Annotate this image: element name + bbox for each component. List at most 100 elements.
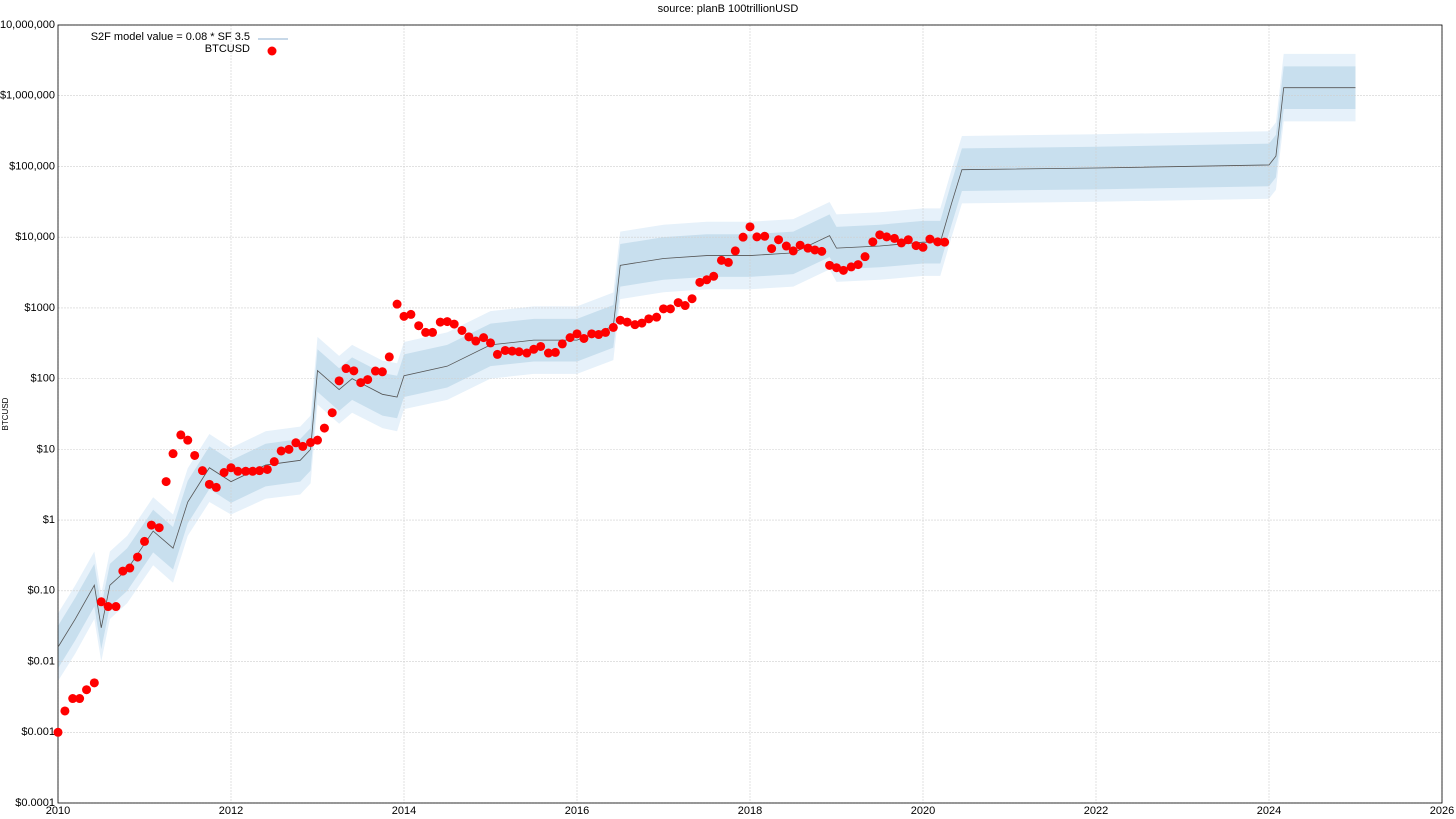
price-point <box>183 435 193 445</box>
price-point <box>695 277 705 287</box>
price-point <box>529 344 539 354</box>
price-point <box>111 602 121 612</box>
price-point <box>168 449 178 459</box>
price-point <box>161 477 171 487</box>
price-point <box>319 423 329 433</box>
price-point <box>449 319 459 329</box>
price-point <box>882 232 892 242</box>
price-point <box>543 348 553 358</box>
price-point <box>846 262 856 272</box>
price-point <box>377 367 387 377</box>
price-point <box>687 294 697 304</box>
y-tick-label: $10,000 <box>15 231 55 243</box>
price-point <box>363 375 373 385</box>
price-point <box>75 694 85 704</box>
price-point <box>341 364 351 374</box>
legend-label: BTCUSD <box>205 43 250 55</box>
price-point <box>709 271 719 281</box>
price-point <box>752 232 762 242</box>
x-tick-label: 2026 <box>1430 805 1454 817</box>
legend-swatch <box>267 46 277 56</box>
price-point <box>673 298 683 308</box>
x-tick-label: 2012 <box>219 805 243 817</box>
price-point <box>507 346 517 356</box>
x-tick-label: 2010 <box>46 805 70 817</box>
price-point <box>702 275 712 285</box>
y-tick-label: $100,000 <box>9 160 55 172</box>
price-point <box>536 341 546 351</box>
price-point <box>284 444 294 454</box>
price-point <box>133 552 143 562</box>
price-point <box>241 466 251 476</box>
price-point <box>442 317 452 327</box>
price-point <box>276 446 286 456</box>
price-point <box>118 566 128 576</box>
y-tick-label: $100 <box>31 373 55 385</box>
price-point <box>550 347 560 357</box>
price-point <box>233 466 243 476</box>
price-point <box>457 325 467 335</box>
price-point <box>810 245 820 255</box>
plot-frame <box>57 24 1443 804</box>
price-point <box>356 378 366 388</box>
y-tick-label: $1 <box>43 514 55 526</box>
price-point <box>392 299 402 309</box>
price-point <box>486 338 495 348</box>
price-point <box>146 520 156 530</box>
price-point <box>795 240 805 250</box>
price-point <box>125 563 135 573</box>
price-point <box>492 349 502 359</box>
price-point <box>622 317 632 327</box>
x-tick-label: 2022 <box>1084 805 1108 817</box>
price-point <box>637 318 647 328</box>
price-point <box>298 441 308 451</box>
price-point <box>565 333 575 343</box>
price-point <box>435 317 445 327</box>
y-tick-label: $0.01 <box>27 655 55 667</box>
price-point <box>665 304 675 314</box>
price-point <box>615 315 625 325</box>
price-point <box>817 246 827 256</box>
y-tick-label: $10,000,000 <box>0 19 55 31</box>
x-tick-label: 2014 <box>392 805 416 817</box>
price-point <box>868 237 878 247</box>
price-point <box>248 466 258 476</box>
price-point <box>803 243 813 253</box>
price-point <box>889 233 899 243</box>
price-point <box>659 304 668 314</box>
y-tick-label: $1,000,000 <box>0 90 55 102</box>
y-tick-label: $1000 <box>24 302 55 314</box>
price-point <box>825 260 835 270</box>
price-point <box>730 246 740 256</box>
price-point <box>53 727 63 737</box>
price-point <box>557 339 567 349</box>
chart-title: source: planB 100trillionUSD <box>658 3 799 15</box>
price-point <box>853 260 863 270</box>
price-point <box>875 230 885 240</box>
price-point <box>911 241 921 251</box>
price-point <box>594 330 604 340</box>
price-point <box>204 479 214 489</box>
price-point <box>269 457 279 467</box>
price-point <box>176 430 186 440</box>
price-point <box>255 466 265 476</box>
price-point <box>349 366 359 376</box>
price-point <box>60 706 70 716</box>
price-point <box>601 327 611 337</box>
price-point <box>788 246 798 256</box>
model-line <box>57 87 1356 648</box>
price-point <box>399 311 409 321</box>
price-point <box>903 235 913 245</box>
price-point <box>933 237 943 247</box>
price-point <box>190 450 200 460</box>
price-point <box>522 348 532 358</box>
x-tick-label: 2018 <box>738 805 762 817</box>
price-point <box>925 234 935 244</box>
price-point <box>608 322 618 332</box>
y-tick-label: $0.0001 <box>15 797 55 809</box>
price-point <box>940 237 950 247</box>
price-point <box>500 345 510 355</box>
price-point <box>579 333 589 343</box>
price-point <box>384 352 394 362</box>
